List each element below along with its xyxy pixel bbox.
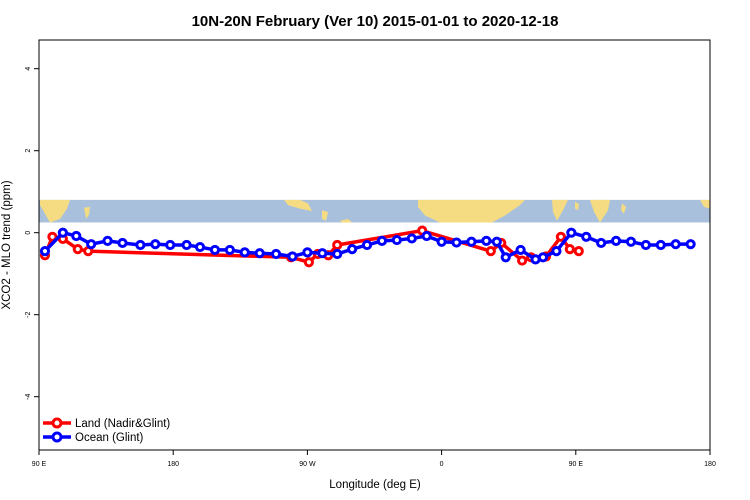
legend: Land (Nadir&Glint) Ocean (Glint) [43, 417, 170, 444]
data-point [302, 247, 313, 258]
data-point [596, 237, 607, 249]
map-land-5 [418, 199, 525, 223]
x-axis: 90 E 180 90 W 0 90 E 180 [32, 450, 716, 468]
data-point [481, 235, 492, 246]
data-point [537, 252, 549, 263]
map-land-8 [590, 199, 610, 223]
x-tick-label: 180 [167, 461, 179, 468]
map-land-6 [552, 199, 568, 221]
map-ocean [39, 199, 710, 223]
data-point [181, 239, 192, 251]
data-point [71, 230, 82, 242]
data-point [165, 239, 176, 251]
data-point [491, 236, 502, 247]
y-tick-label: 2 [25, 149, 32, 153]
data-point [451, 237, 462, 248]
data-point [551, 246, 562, 257]
data-point [670, 239, 681, 250]
data-point [135, 239, 146, 251]
data-point [102, 235, 113, 246]
data-point [117, 237, 128, 249]
map-land-4 [340, 218, 352, 223]
data-point [406, 233, 417, 244]
data-point [655, 239, 666, 251]
data-point [581, 231, 592, 242]
data-point [485, 246, 496, 257]
data-point [466, 236, 477, 247]
data-point [303, 257, 314, 268]
x-tick-label: 0 [440, 461, 444, 468]
y-axis-label: XCO2 - MLO trend (ppm) [1, 180, 13, 309]
data-point [332, 248, 343, 260]
x-tick-label: 180 [704, 461, 716, 468]
data-point [270, 248, 282, 260]
map-land-1 [84, 206, 90, 219]
data-point [361, 239, 373, 251]
legend-marker [51, 431, 63, 443]
y-tick-label: 0 [25, 231, 32, 235]
map-land-0 [40, 199, 70, 223]
data-point [86, 239, 97, 250]
legend-label: Ocean (Glint) [75, 432, 144, 444]
x-axis-label: Longitude (deg E) [329, 479, 421, 491]
data-point [72, 244, 83, 255]
data-point [150, 239, 161, 250]
data-point [500, 252, 511, 263]
data-point [573, 246, 584, 257]
data-point [254, 248, 265, 259]
x-tick-label: 90 W [299, 461, 316, 468]
data-point [610, 235, 622, 246]
data-point [39, 246, 51, 257]
data-point [209, 244, 221, 256]
y-tick-label: 4 [25, 67, 32, 71]
data-point [640, 239, 651, 251]
data-point [317, 248, 328, 259]
data-point [685, 239, 696, 250]
legend-marker [51, 417, 63, 429]
world-map-band [39, 199, 710, 223]
y-tick-label: -4 [25, 393, 32, 399]
data-point [625, 236, 637, 247]
map-land-2 [284, 199, 312, 212]
data-point [57, 227, 68, 238]
data-point [224, 244, 235, 256]
plot-frame [38, 39, 711, 451]
data-point [515, 244, 526, 256]
data-point [287, 251, 298, 262]
data-point [47, 231, 58, 242]
data-point [194, 241, 206, 253]
series-1 [39, 227, 696, 265]
data-point [555, 231, 566, 242]
data-point [421, 230, 432, 242]
data-point [239, 247, 250, 258]
chart-title: 10N-20N February (Ver 10) 2015-01-01 to … [192, 13, 559, 30]
data-point [566, 227, 577, 238]
x-tick-label: 90 E [32, 461, 47, 468]
x-tick-label: 90 E [569, 461, 584, 468]
data-point [332, 239, 343, 251]
data-point [391, 234, 402, 246]
data-point [376, 235, 388, 246]
y-tick-label: -2 [25, 311, 32, 317]
data-point [564, 244, 575, 255]
series-layer [39, 225, 696, 268]
map-land-10 [700, 199, 710, 209]
map-land-9 [621, 203, 626, 214]
map-land-3 [322, 210, 328, 221]
data-point [347, 244, 358, 255]
legend-label: Land (Nadir&Glint) [75, 418, 170, 430]
map-land-7 [575, 201, 579, 211]
data-point [436, 236, 447, 247]
data-point [517, 255, 528, 266]
y-axis: -4 -2 0 2 4 [25, 67, 39, 400]
